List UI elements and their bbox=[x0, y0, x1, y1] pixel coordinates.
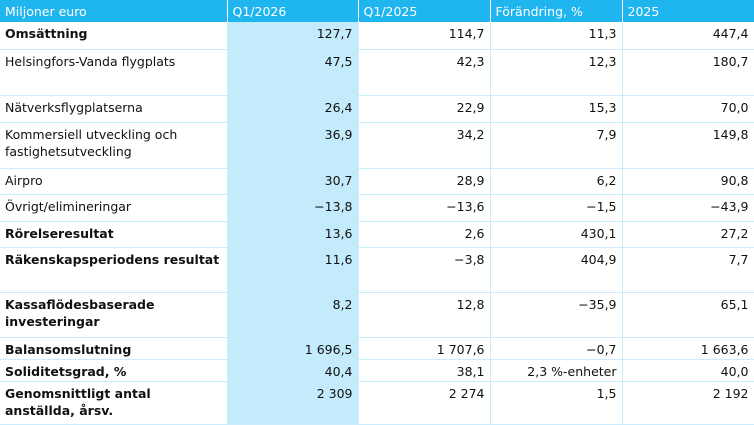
table-row: Helsingfors-Vanda flygplats 47,5 42,3 12,3 1… bbox=[0, 49, 754, 96]
row-label: Övrigt/elimineringar bbox=[0, 194, 228, 222]
value-cell: −0,7 bbox=[490, 337, 623, 360]
header-cell: Förändring, % bbox=[490, 0, 623, 22]
value-cell: 2,6 bbox=[358, 221, 491, 248]
value-cell: 127,7 bbox=[227, 22, 359, 50]
value-cell: 1 663,6 bbox=[622, 337, 754, 360]
value-cell: 1 707,6 bbox=[358, 337, 491, 360]
value-cell: 149,8 bbox=[622, 122, 754, 169]
value-cell: 30,7 bbox=[227, 168, 359, 195]
row-label: Airpro bbox=[0, 168, 228, 195]
header-cell: Q1/2026 bbox=[227, 0, 359, 22]
value-cell: 12,3 bbox=[490, 49, 623, 96]
value-cell: 7,9 bbox=[490, 122, 623, 169]
value-cell: 40,0 bbox=[622, 359, 754, 382]
header-cell: 2025 bbox=[622, 0, 754, 22]
value-cell: 430,1 bbox=[490, 221, 623, 248]
value-cell: 34,2 bbox=[358, 122, 491, 169]
value-cell: 8,2 bbox=[227, 292, 359, 338]
value-cell: 11,3 bbox=[490, 22, 623, 50]
value-cell: 12,8 bbox=[358, 292, 491, 338]
value-cell: 6,2 bbox=[490, 168, 623, 195]
row-label: Kassaflödesbaserade investeringar bbox=[0, 292, 228, 338]
value-cell: 114,7 bbox=[358, 22, 491, 50]
value-cell: 15,3 bbox=[490, 95, 623, 123]
value-cell: −1,5 bbox=[490, 194, 623, 222]
value-cell: 1,5 bbox=[490, 381, 623, 425]
table-row: Räkenskapsperiodens resultat 11,6 −3,8 404,… bbox=[0, 247, 754, 293]
value-cell: −3,8 bbox=[358, 247, 491, 293]
value-cell: 7,7 bbox=[622, 247, 754, 293]
value-cell: 447,4 bbox=[622, 22, 754, 50]
header-row: Miljoner euro Q1/2026 Q1/2025 Förändring, %… bbox=[0, 0, 754, 22]
value-cell: −13,6 bbox=[358, 194, 491, 222]
table-row: Airpro 30,7 28,9 6,2 90,8 bbox=[0, 168, 754, 195]
value-cell: 65,1 bbox=[622, 292, 754, 338]
value-cell: 2 309 bbox=[227, 381, 359, 425]
value-cell: 180,7 bbox=[622, 49, 754, 96]
value-cell: −13,8 bbox=[227, 194, 359, 222]
table-row: Kassaflödesbaserade investeringar 8,2 12,8… bbox=[0, 292, 754, 338]
table-row: Omsättning 127,7 114,7 11,3 447,4 bbox=[0, 22, 754, 50]
value-cell: 27,2 bbox=[622, 221, 754, 248]
table-row: Nätverksflygplatserna 26,4 22,9 15,3 70,0 bbox=[0, 95, 754, 123]
value-cell: 70,0 bbox=[622, 95, 754, 123]
value-cell: 2,3 %-enheter bbox=[490, 359, 623, 382]
table-row: Soliditetsgrad, % 40,4 38,1 2,3 %-enheter 40… bbox=[0, 359, 754, 382]
row-label: Genomsnittligt antal anställda, årsv. bbox=[0, 381, 228, 425]
header-cell: Miljoner euro bbox=[0, 0, 228, 22]
value-cell: 26,4 bbox=[227, 95, 359, 123]
value-cell: 11,6 bbox=[227, 247, 359, 293]
value-cell: 28,9 bbox=[358, 168, 491, 195]
value-cell: 404,9 bbox=[490, 247, 623, 293]
row-label: Balansomslutning bbox=[0, 337, 228, 360]
table-row: Balansomslutning 1 696,5 1 707,6 −0,7 1 663,… bbox=[0, 337, 754, 360]
row-label: Räkenskapsperiodens resultat bbox=[0, 247, 228, 293]
table-row: Kommersiell utveckling och fastighetsutv… bbox=[0, 122, 754, 169]
row-label: Nätverksflygplatserna bbox=[0, 95, 228, 123]
value-cell: 40,4 bbox=[227, 359, 359, 382]
header-cell: Q1/2025 bbox=[358, 0, 491, 22]
row-label: Omsättning bbox=[0, 22, 228, 50]
value-cell: 42,3 bbox=[358, 49, 491, 96]
value-cell: −35,9 bbox=[490, 292, 623, 338]
value-cell: 38,1 bbox=[358, 359, 491, 382]
row-label: Soliditetsgrad, % bbox=[0, 359, 228, 382]
value-cell: 2 274 bbox=[358, 381, 491, 425]
row-label: Rörelseresultat bbox=[0, 221, 228, 248]
value-cell: −43,9 bbox=[622, 194, 754, 222]
value-cell: 2 192 bbox=[622, 381, 754, 425]
table-row: Övrigt/elimineringar −13,8 −13,6 −1,5 −43,9 bbox=[0, 194, 754, 222]
value-cell: 36,9 bbox=[227, 122, 359, 169]
row-label: Kommersiell utveckling och fastighetsutv… bbox=[0, 122, 228, 169]
value-cell: 13,6 bbox=[227, 221, 359, 248]
table-row: Rörelseresultat 13,6 2,6 430,1 27,2 bbox=[0, 221, 754, 248]
value-cell: 47,5 bbox=[227, 49, 359, 96]
value-cell: 1 696,5 bbox=[227, 337, 359, 360]
table-body: Omsättning 127,7 114,7 11,3 447,4 Helsingfors… bbox=[0, 22, 754, 425]
value-cell: 90,8 bbox=[622, 168, 754, 195]
value-cell: 22,9 bbox=[358, 95, 491, 123]
row-label: Helsingfors-Vanda flygplats bbox=[0, 49, 228, 96]
table-row: Genomsnittligt antal anställda, årsv. 2 3… bbox=[0, 381, 754, 425]
